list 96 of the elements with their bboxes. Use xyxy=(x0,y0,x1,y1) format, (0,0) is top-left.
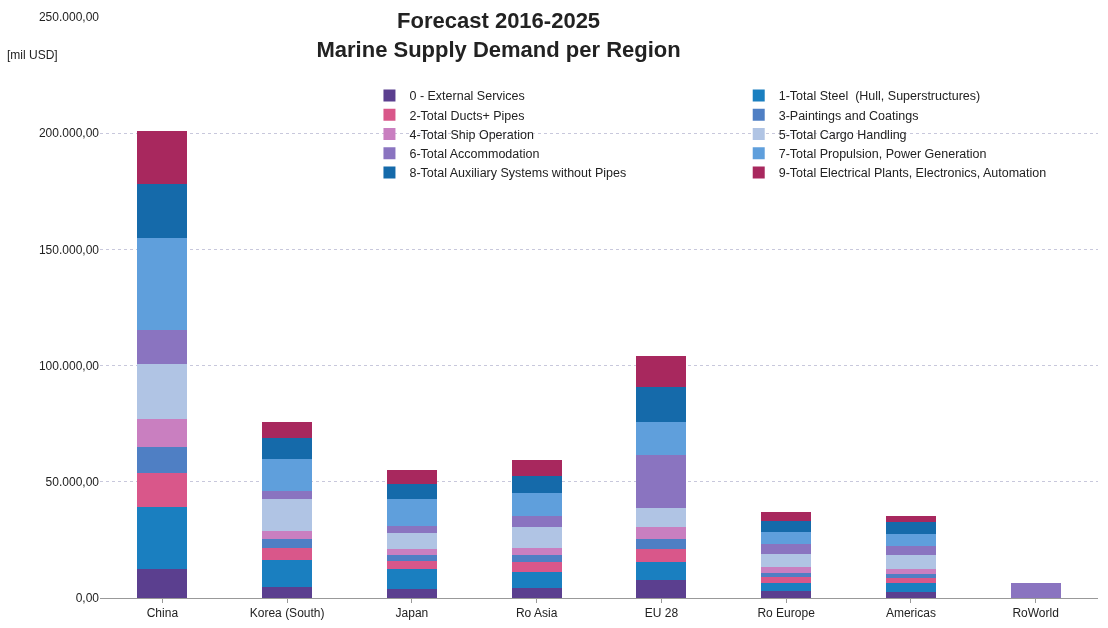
legend-label: 5-Total Cargo Handling xyxy=(778,127,907,142)
x-tick-label: Korea (South) xyxy=(249,606,325,621)
bar xyxy=(137,363,188,420)
bar xyxy=(636,507,687,528)
bar xyxy=(636,387,687,422)
bar xyxy=(885,577,936,584)
bar xyxy=(885,573,936,578)
bar xyxy=(761,591,812,598)
bar xyxy=(761,567,812,573)
bar xyxy=(885,555,936,569)
bar xyxy=(761,544,812,554)
x-tick-label: Ro Asia xyxy=(515,606,558,621)
bar xyxy=(137,237,188,331)
legend-label: 8-Total Auxiliary Systems without Pipes xyxy=(409,166,627,181)
bar xyxy=(386,499,437,526)
bar xyxy=(262,490,313,499)
bar xyxy=(262,422,313,438)
bar xyxy=(386,561,437,569)
bar xyxy=(761,572,812,577)
bar xyxy=(511,515,562,527)
bar xyxy=(262,548,313,560)
bar xyxy=(636,454,687,508)
legend-label: 0 - External Services xyxy=(409,89,525,104)
bar xyxy=(262,498,313,531)
legend-label: 9-Total Electrical Plants, Electronics, Automation xyxy=(778,166,1047,181)
bar xyxy=(137,184,188,238)
y-tick-label: 0,00 xyxy=(75,591,100,606)
bar xyxy=(386,469,437,485)
y-tick-label: 50.000,00 xyxy=(45,475,100,489)
bar xyxy=(262,437,313,459)
bar xyxy=(511,493,562,516)
bar xyxy=(636,561,687,580)
bar xyxy=(262,586,313,598)
bar xyxy=(761,582,812,592)
chart-title: Forecast 2016-2025 Marine Supply Demand per Region xyxy=(316,8,681,62)
y-axis-title: [mil USD] xyxy=(7,48,58,62)
bar xyxy=(885,568,936,574)
bar xyxy=(636,538,687,549)
bar xyxy=(137,447,188,473)
legend-label: 7-Total Propulsion, Power Generation xyxy=(778,147,987,162)
bar xyxy=(636,579,687,598)
bar xyxy=(511,562,562,573)
y-tick-label: 200.000,00 xyxy=(38,126,100,141)
bar xyxy=(885,583,936,592)
bar xyxy=(386,568,437,590)
bar xyxy=(885,521,936,535)
bar xyxy=(511,526,562,549)
bar xyxy=(511,554,562,563)
bar xyxy=(885,515,936,522)
bar xyxy=(137,506,188,570)
bar xyxy=(885,534,936,547)
bar xyxy=(511,548,562,555)
legend-label: 6-Total Accommodation xyxy=(409,147,540,162)
bar xyxy=(386,548,437,555)
x-tick-label: Ro Europe xyxy=(757,606,816,621)
bar xyxy=(386,484,437,500)
bar xyxy=(636,548,687,562)
x-tick-label: China xyxy=(146,606,179,621)
x-tick-label: RoWorld xyxy=(1012,606,1059,621)
y-tick-label: 100.000,00 xyxy=(38,358,100,373)
x-tick-label: Americas xyxy=(885,606,936,621)
bar xyxy=(636,356,687,388)
bar xyxy=(511,460,562,477)
bar xyxy=(761,553,812,568)
x-tick-label: EU 28 xyxy=(644,606,679,621)
bar xyxy=(511,572,562,588)
bar xyxy=(137,330,188,364)
legend-label: 1-Total Steel (Hull, Superstructures) xyxy=(778,89,981,104)
bar xyxy=(262,458,313,491)
bar xyxy=(761,511,812,521)
x-tick-label: Japan xyxy=(395,606,429,621)
bar xyxy=(386,533,437,549)
legend-label: 2-Total Ducts+ Pipes xyxy=(409,108,525,123)
bar xyxy=(885,546,936,556)
y-tick-label: 250.000,00 xyxy=(38,10,100,25)
bar xyxy=(511,587,562,598)
bar xyxy=(137,419,188,448)
legend-label: 3-Paintings and Coatings xyxy=(778,108,919,123)
bar xyxy=(137,569,188,598)
y-tick-label: 150.000,00 xyxy=(38,242,100,257)
bar xyxy=(761,576,812,583)
bar xyxy=(1010,582,1061,598)
bar xyxy=(262,539,313,549)
bar xyxy=(761,532,812,545)
bar xyxy=(262,559,313,587)
bar xyxy=(885,591,936,598)
legend-label: 4-Total Ship Operation xyxy=(409,127,534,142)
bar xyxy=(386,525,437,534)
bar xyxy=(761,520,812,533)
bar xyxy=(386,589,437,598)
bar xyxy=(511,476,562,494)
bar xyxy=(636,421,687,455)
bar xyxy=(636,527,687,539)
bar xyxy=(137,472,188,507)
bar xyxy=(262,530,313,540)
bar xyxy=(137,130,188,185)
